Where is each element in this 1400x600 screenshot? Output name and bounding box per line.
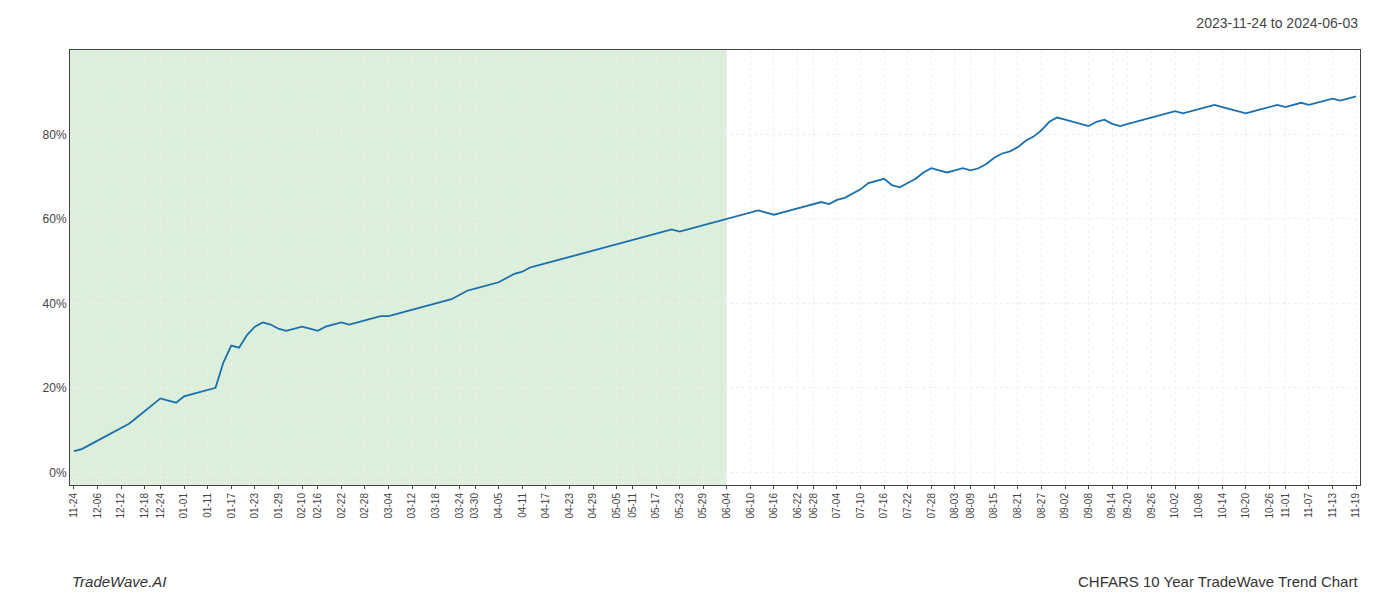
svg-text:02-10: 02-10 (296, 493, 307, 519)
svg-text:04-05: 04-05 (493, 493, 504, 519)
svg-text:11-07: 11-07 (1303, 493, 1314, 518)
svg-text:05-29: 05-29 (697, 493, 708, 519)
svg-text:01-29: 01-29 (273, 493, 284, 519)
svg-text:06-10: 06-10 (745, 493, 756, 519)
svg-text:01-01: 01-01 (178, 493, 189, 519)
svg-text:11-19: 11-19 (1350, 493, 1361, 518)
svg-text:07-28: 07-28 (926, 493, 937, 519)
svg-text:08-03: 08-03 (949, 493, 960, 519)
svg-text:11-01: 11-01 (1280, 493, 1291, 518)
svg-text:03-30: 03-30 (469, 493, 480, 519)
svg-text:11-13: 11-13 (1327, 493, 1338, 518)
svg-text:08-27: 08-27 (1036, 493, 1047, 519)
svg-text:06-16: 06-16 (768, 493, 779, 519)
svg-text:40%: 40% (43, 297, 67, 311)
svg-text:07-16: 07-16 (878, 493, 889, 519)
svg-text:07-10: 07-10 (855, 493, 866, 519)
svg-text:08-21: 08-21 (1012, 493, 1023, 519)
svg-text:04-23: 04-23 (564, 493, 575, 519)
svg-text:05-23: 05-23 (674, 493, 685, 519)
svg-text:09-02: 09-02 (1059, 493, 1070, 519)
svg-text:07-04: 07-04 (831, 493, 842, 519)
svg-text:06-22: 06-22 (792, 493, 803, 519)
svg-text:05-05: 05-05 (611, 493, 622, 519)
svg-text:2023-11-24 to 2024-06-03: 2023-11-24 to 2024-06-03 (1196, 15, 1358, 31)
svg-text:03-18: 03-18 (430, 493, 441, 519)
svg-text:12-06: 12-06 (92, 493, 103, 519)
svg-text:01-11: 01-11 (202, 493, 213, 518)
svg-text:04-11: 04-11 (517, 493, 528, 518)
svg-text:12-18: 12-18 (139, 493, 150, 519)
svg-text:09-20: 09-20 (1122, 493, 1133, 519)
svg-text:03-12: 03-12 (406, 493, 417, 519)
svg-text:TradeWave.AI: TradeWave.AI (72, 573, 166, 590)
svg-text:02-22: 02-22 (336, 493, 347, 519)
svg-text:08-09: 08-09 (965, 493, 976, 519)
svg-text:04-17: 04-17 (540, 493, 551, 519)
svg-text:0%: 0% (49, 466, 67, 480)
svg-text:10-26: 10-26 (1264, 493, 1275, 519)
svg-text:07-22: 07-22 (902, 493, 913, 519)
svg-text:80%: 80% (43, 128, 67, 142)
svg-text:09-26: 09-26 (1146, 493, 1157, 519)
svg-text:03-04: 03-04 (383, 493, 394, 519)
svg-text:10-14: 10-14 (1217, 493, 1228, 519)
svg-text:11-24: 11-24 (68, 493, 79, 518)
svg-text:20%: 20% (43, 381, 67, 395)
svg-text:03-24: 03-24 (454, 493, 465, 519)
svg-text:60%: 60% (43, 212, 67, 226)
svg-text:CHFARS 10 Year TradeWave Trend: CHFARS 10 Year TradeWave Trend Chart (1078, 573, 1358, 590)
svg-text:02-28: 02-28 (359, 493, 370, 519)
svg-text:10-20: 10-20 (1240, 493, 1251, 519)
svg-text:02-16: 02-16 (312, 493, 323, 519)
svg-text:10-08: 10-08 (1193, 493, 1204, 519)
svg-text:01-23: 01-23 (249, 493, 260, 519)
svg-text:04-29: 04-29 (587, 493, 598, 519)
svg-text:01-17: 01-17 (226, 493, 237, 519)
svg-text:10-02: 10-02 (1169, 493, 1180, 519)
svg-text:12-12: 12-12 (115, 493, 126, 519)
svg-text:05-17: 05-17 (650, 493, 661, 519)
svg-text:06-28: 06-28 (808, 493, 819, 519)
svg-text:12-24: 12-24 (155, 493, 166, 519)
svg-text:09-14: 09-14 (1106, 493, 1117, 519)
svg-text:09-08: 09-08 (1083, 493, 1094, 519)
svg-text:06-04: 06-04 (721, 493, 732, 519)
svg-text:08-15: 08-15 (988, 493, 999, 519)
svg-text:05-11: 05-11 (627, 493, 638, 518)
